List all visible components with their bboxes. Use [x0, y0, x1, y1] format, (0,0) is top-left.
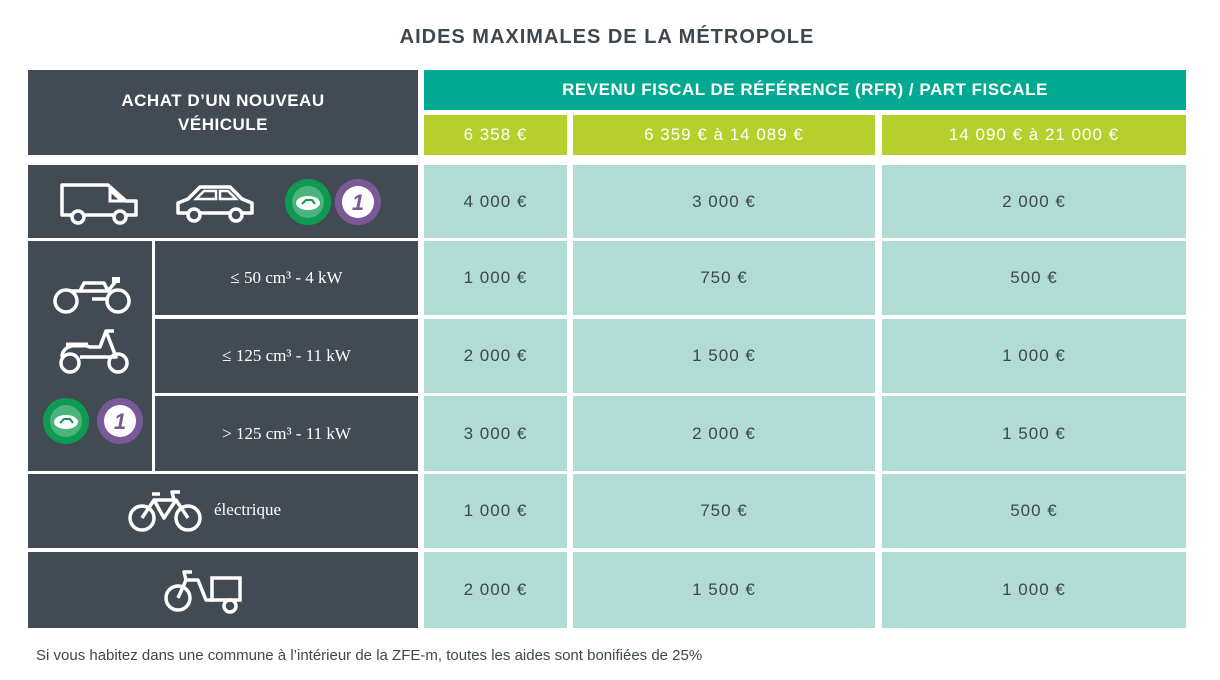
aid-amount-cell: 1 000 € [424, 474, 567, 548]
aid-amount-cell: 3 000 € [573, 165, 875, 238]
bracket-3: 14 090 € à 21 000 € [882, 115, 1186, 155]
bracket-1: 6 358 € [424, 115, 567, 155]
row-electric-bike: électrique [28, 474, 418, 548]
aid-amount-cell: 750 € [573, 474, 875, 548]
aid-amount-cell: 2 000 € [573, 396, 875, 471]
van-icon [60, 183, 138, 225]
svg-text:1: 1 [352, 190, 364, 215]
motorbike-icon-panel: 1 [28, 241, 152, 471]
aid-amount-cell: 1 500 € [882, 396, 1186, 471]
crit-air-1-badge-icon: 1 [97, 398, 143, 444]
row-cargo-bike [28, 552, 418, 628]
header-vehicle-purchase-label: ACHAT D’UN NOUVEAU VÉHICULE [121, 90, 325, 134]
aid-amount-cell: 1 000 € [882, 552, 1186, 628]
row-label-125cc: ≤ 125 cm³ - 11 kW [155, 319, 418, 393]
row-label-over-125cc: > 125 cm³ - 11 kW [155, 396, 418, 471]
motorcycle-icon [53, 277, 131, 314]
crit-air-1-badge-icon: 1 [335, 179, 381, 225]
cargo-bike-icon [164, 570, 242, 614]
aid-amount-cell: 4 000 € [424, 165, 567, 238]
aid-amount-cell: 2 000 € [882, 165, 1186, 238]
aid-amount-cell: 1 000 € [882, 319, 1186, 393]
aid-amount-cell: 2 000 € [424, 552, 567, 628]
row-label-50cc: ≤ 50 cm³ - 4 kW [155, 241, 418, 315]
aid-amount-cell: 500 € [882, 474, 1186, 548]
footnote: Si vous habitez dans une commune à l’int… [36, 647, 703, 664]
aid-amount-cell: 1 500 € [573, 552, 875, 628]
aid-amount-cell: 1 000 € [424, 241, 567, 315]
header-rfr-label: REVENU FISCAL DE RÉFÉRENCE (RFR) / PART … [562, 80, 1048, 99]
row-label-electric: électrique [214, 500, 282, 519]
car-icon [176, 185, 254, 223]
scooter-icon [59, 329, 129, 374]
header-rfr: REVENU FISCAL DE RÉFÉRENCE (RFR) / PART … [424, 70, 1186, 110]
page-title: AIDES MAXIMALES DE LA MÉTROPOLE [399, 26, 815, 48]
aid-amount-cell: 3 000 € [424, 396, 567, 471]
aid-amount-cell: 2 000 € [424, 319, 567, 393]
aid-amount-cell: 1 500 € [573, 319, 875, 393]
bracket-2: 6 359 € à 14 089 € [573, 115, 875, 155]
aid-amount-cell: 500 € [882, 241, 1186, 315]
bicycle-icon [128, 490, 202, 532]
crit-air-electric-badge-icon [285, 179, 331, 225]
svg-text:1: 1 [114, 409, 126, 434]
header-vehicle-purchase: ACHAT D’UN NOUVEAU VÉHICULE [28, 70, 418, 155]
aid-amount-cell: 750 € [573, 241, 875, 315]
row-car-vehicles: 1 [28, 165, 418, 238]
crit-air-electric-badge-icon [43, 398, 89, 444]
